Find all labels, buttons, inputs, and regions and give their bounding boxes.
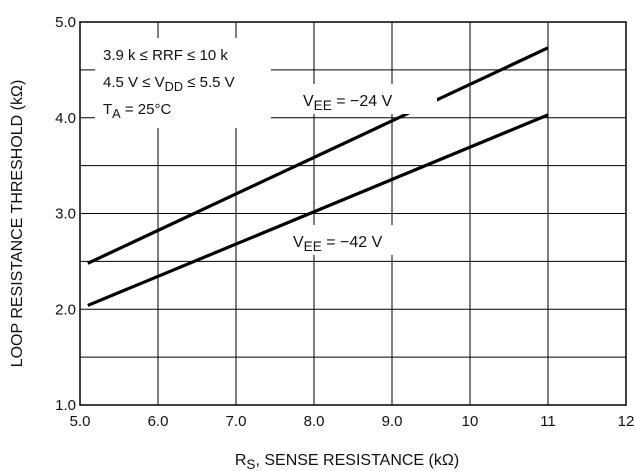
x-axis-title: RS, SENSE RESISTANCE (kΩ) [235, 452, 459, 471]
condition-label: 3.9 k ≤ RRF ≤ 10 k [103, 47, 228, 64]
x-tick-label: 12 [618, 413, 635, 430]
y-tick-label: 5.0 [55, 14, 76, 31]
x-tick-label: 11 [540, 413, 556, 430]
x-tick-label: 5.0 [70, 413, 91, 430]
x-tick-label: 10 [462, 413, 479, 430]
y-tick-label: 2.0 [55, 301, 76, 318]
y-axis-title: LOOP RESISTANCE THRESHOLD (kΩ) [9, 80, 26, 368]
annotations: 3.9 k ≤ RRF ≤ 10 k4.5 V ≤ VDD ≤ 5.5 VTA … [95, 38, 437, 255]
x-tick-label: 8.0 [304, 413, 325, 430]
y-tick-label: 1.0 [55, 397, 76, 414]
series-line-2 [88, 115, 548, 306]
x-tick-label: 9.0 [382, 413, 403, 430]
x-tick-label: 6.0 [148, 413, 169, 430]
x-tick-label: 7.0 [226, 413, 247, 430]
y-tick-label: 4.0 [55, 110, 76, 127]
y-tick-label: 3.0 [55, 206, 76, 223]
